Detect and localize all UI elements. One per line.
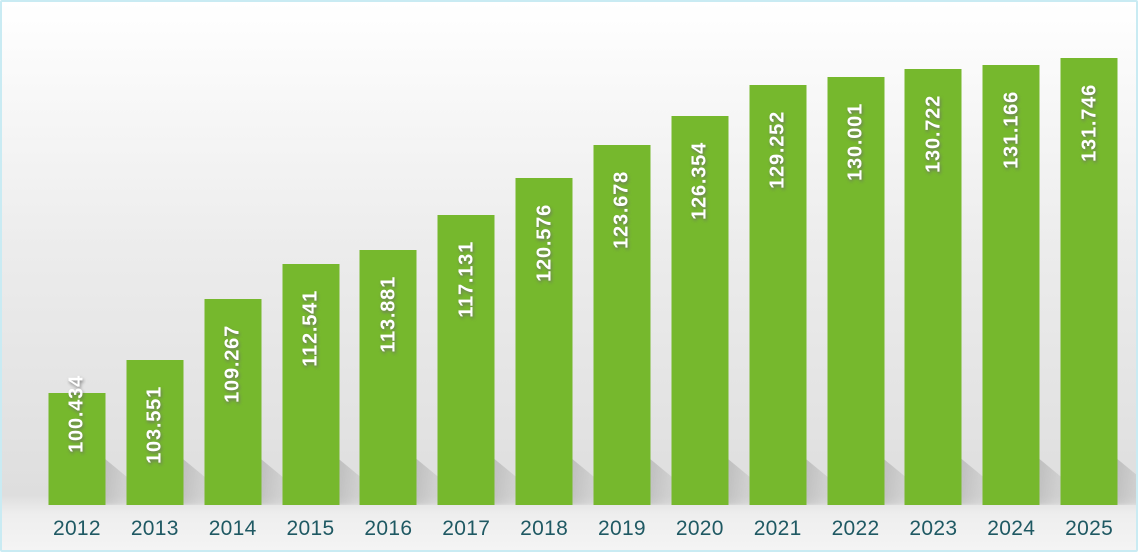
bar-group: 131.166 — [972, 2, 1079, 505]
bar: 120.576 — [515, 177, 573, 505]
bar-value-label: 126.354 — [671, 142, 728, 550]
bar-value-label: 120.576 — [516, 203, 573, 550]
bar-value-label: 123.678 — [593, 170, 650, 550]
bar-value-text: 112.541 — [299, 289, 322, 367]
bar: 129.252 — [749, 85, 807, 505]
x-axis-label: 2023 — [909, 517, 958, 540]
bar-group: 117.131 — [427, 2, 534, 505]
x-axis-label: 2013 — [130, 517, 179, 540]
x-axis-label: 2015 — [286, 517, 335, 540]
bar-value-text: 103.551 — [143, 386, 166, 464]
bar-value-text: 126.354 — [688, 142, 711, 220]
bar-value-text: 109.267 — [221, 324, 244, 403]
x-axis-label: 2017 — [442, 517, 491, 540]
x-axis-label: 2014 — [208, 517, 257, 540]
bar-group: 131.746 — [1050, 2, 1136, 505]
bar: 130.722 — [904, 69, 962, 505]
bar-value-text: 113.881 — [377, 275, 400, 353]
bar-value-text: 123.678 — [610, 170, 633, 249]
x-axis-label: 2020 — [675, 517, 724, 540]
bar: 123.678 — [593, 144, 651, 505]
bar-group: 126.354 — [661, 2, 767, 505]
bar: 117.131 — [437, 214, 495, 505]
bar: 113.881 — [359, 249, 417, 505]
bar-group: 103.551 — [116, 2, 222, 505]
bar-value-label: 131.746 — [1061, 84, 1118, 550]
bar-value-text: 120.576 — [533, 203, 556, 282]
x-axis-label: 2012 — [52, 517, 101, 540]
bar-value-label: 113.881 — [360, 275, 417, 551]
bar: 131.166 — [982, 64, 1040, 505]
bar-value-text: 129.252 — [766, 111, 789, 189]
bar-group: 112.541 — [272, 2, 378, 505]
bar-group: 130.001 — [817, 2, 923, 505]
x-axis-label: 2016 — [364, 517, 413, 540]
bar-value-text: 100.434 — [65, 375, 88, 454]
x-axis-label: 2018 — [520, 517, 569, 540]
bar-chart-plot-area: 100.434 103.551 109.267 112.541 113.881 117.1… — [38, 2, 1136, 505]
bar-value-text: 130.722 — [922, 95, 945, 174]
bar-group: 129.252 — [739, 2, 845, 505]
bar-group: 130.722 — [894, 2, 1001, 505]
bar-value-label: 130.722 — [905, 95, 962, 550]
bar: 126.354 — [671, 116, 729, 505]
bar-group: 109.267 — [194, 2, 300, 505]
bar: 112.541 — [282, 263, 339, 505]
bar-value-label: 129.252 — [749, 111, 806, 550]
bar: 100.434 — [48, 375, 106, 505]
x-axis-label: 2022 — [831, 517, 880, 540]
bar: 130.001 — [827, 77, 885, 505]
bar-value-label: 131.166 — [983, 90, 1040, 551]
bar-value-label: 112.541 — [282, 289, 339, 550]
bar-value-label: 117.131 — [438, 240, 495, 550]
x-axis-label: 2025 — [1065, 517, 1114, 540]
bar-value-text: 117.131 — [455, 240, 478, 318]
bar-group: 120.576 — [505, 2, 612, 505]
bar-value-label: 130.001 — [827, 103, 884, 550]
bar: 109.267 — [204, 298, 262, 505]
bar-group: 113.881 — [349, 2, 456, 505]
bar: 103.551 — [126, 360, 184, 505]
bar-value-text: 130.001 — [844, 103, 867, 181]
bar-value-text: 131.166 — [1000, 90, 1023, 169]
x-axis: 2012 2013 2014 2015 2016 2017 2018 2019 2020 2021… — [38, 515, 1128, 543]
x-axis-label: 2019 — [597, 517, 646, 540]
bar: 131.746 — [1060, 58, 1118, 505]
bar-value-text: 131.746 — [1078, 84, 1101, 163]
bar-group: 123.678 — [583, 2, 689, 505]
x-axis-label: 2024 — [987, 517, 1036, 540]
bar-group: 100.434 — [38, 2, 144, 505]
x-axis-label: 2021 — [753, 517, 802, 540]
